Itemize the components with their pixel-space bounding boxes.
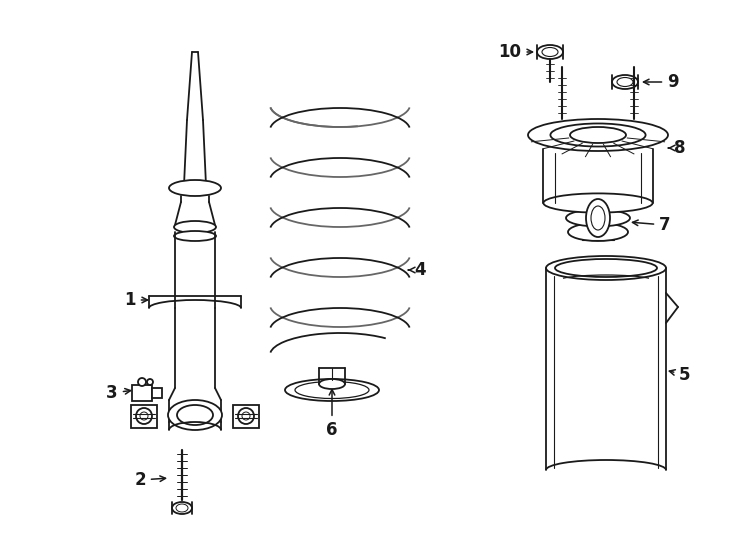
Polygon shape — [152, 388, 162, 398]
Ellipse shape — [546, 256, 666, 280]
Ellipse shape — [177, 405, 213, 425]
Ellipse shape — [543, 193, 653, 213]
Ellipse shape — [542, 48, 558, 57]
Ellipse shape — [238, 408, 254, 424]
Ellipse shape — [295, 381, 369, 399]
Text: 1: 1 — [124, 291, 148, 309]
Ellipse shape — [566, 210, 630, 226]
Text: 6: 6 — [326, 389, 338, 439]
Ellipse shape — [591, 206, 605, 230]
Ellipse shape — [570, 127, 626, 143]
Ellipse shape — [136, 408, 152, 424]
Text: 9: 9 — [644, 73, 679, 91]
Ellipse shape — [138, 378, 146, 386]
Ellipse shape — [285, 379, 379, 401]
Ellipse shape — [169, 180, 221, 196]
Polygon shape — [233, 405, 259, 428]
Text: 3: 3 — [106, 384, 131, 402]
Text: 5: 5 — [669, 366, 691, 384]
Ellipse shape — [174, 221, 216, 233]
Ellipse shape — [528, 119, 668, 151]
Polygon shape — [131, 405, 157, 428]
Ellipse shape — [172, 502, 192, 514]
Text: 8: 8 — [669, 139, 686, 157]
Ellipse shape — [569, 196, 627, 212]
Ellipse shape — [568, 223, 628, 241]
Ellipse shape — [242, 412, 250, 420]
Text: 7: 7 — [633, 216, 671, 234]
Ellipse shape — [550, 124, 646, 146]
Ellipse shape — [617, 78, 633, 86]
Ellipse shape — [168, 400, 222, 430]
Text: 10: 10 — [498, 43, 532, 61]
Polygon shape — [132, 385, 152, 401]
Ellipse shape — [176, 504, 188, 512]
Ellipse shape — [555, 259, 657, 277]
Ellipse shape — [612, 75, 638, 89]
Ellipse shape — [319, 379, 345, 389]
Ellipse shape — [537, 45, 563, 59]
Ellipse shape — [174, 231, 216, 241]
Text: 2: 2 — [134, 471, 166, 489]
Ellipse shape — [140, 412, 148, 420]
Text: 4: 4 — [409, 261, 426, 279]
Ellipse shape — [586, 199, 610, 237]
Ellipse shape — [147, 379, 153, 385]
